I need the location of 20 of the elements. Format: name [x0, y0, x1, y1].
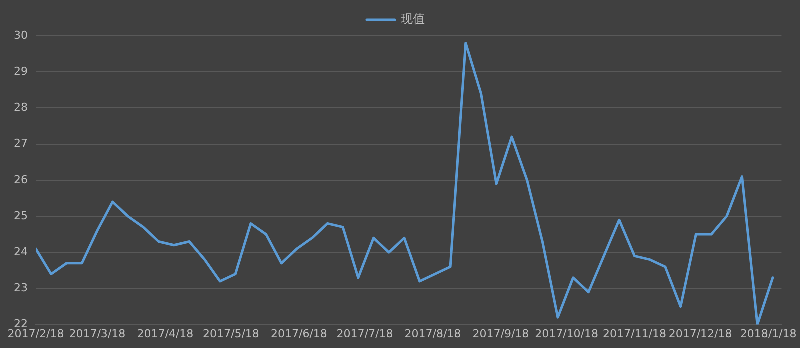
- x-tick-label: 2017/4/18: [137, 327, 194, 340]
- legend-label: 现值: [401, 12, 425, 26]
- x-tick-label: 2017/5/18: [202, 327, 260, 340]
- y-tick-label: 26: [14, 173, 28, 186]
- y-tick-label: 23: [14, 282, 28, 295]
- x-tick-label: 2017/11/18: [603, 327, 666, 340]
- x-tick-label: 2017/10/18: [535, 327, 598, 340]
- y-tick-label: 30: [14, 28, 28, 42]
- x-tick-label: 2018/1/18: [740, 327, 797, 340]
- x-tick-label: 2017/3/18: [69, 327, 126, 340]
- y-tick-label: 28: [14, 101, 28, 114]
- x-tick-label: 2017/6/18: [270, 327, 328, 340]
- x-tick-label: 2017/8/18: [404, 327, 462, 340]
- y-tick-label: 24: [14, 245, 28, 258]
- x-tick-label: 2017/9/18: [472, 327, 530, 340]
- y-tick-label: 25: [14, 209, 28, 222]
- x-tick-label: 2017/12/18: [668, 327, 732, 340]
- x-tick-label: 2017/7/18: [336, 327, 394, 340]
- y-tick-label: 27: [14, 137, 28, 150]
- y-tick-label: 29: [14, 64, 28, 78]
